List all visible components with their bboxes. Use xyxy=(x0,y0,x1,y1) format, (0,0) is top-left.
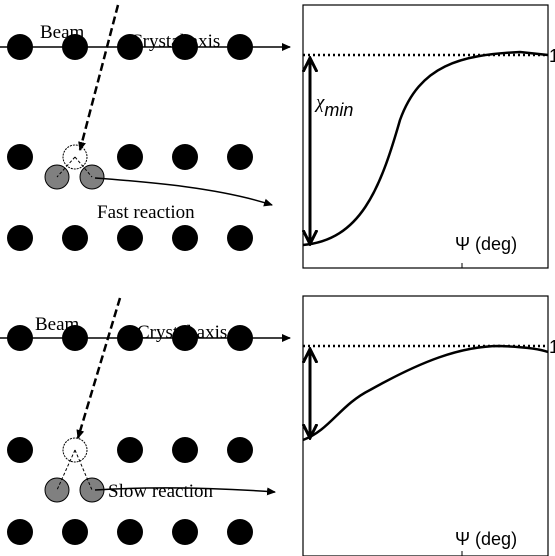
atom xyxy=(172,325,198,351)
x-axis-label: Ψ (deg) xyxy=(455,234,517,254)
yield-curve xyxy=(303,52,548,245)
atom xyxy=(7,34,33,60)
x-axis-label: Ψ (deg) xyxy=(455,529,517,549)
atom xyxy=(227,225,253,251)
atom xyxy=(62,225,88,251)
atom xyxy=(227,519,253,545)
unity-label: 1 xyxy=(549,337,555,357)
atom xyxy=(62,34,88,60)
atom xyxy=(227,437,253,463)
chi-min: χmin xyxy=(314,92,353,120)
atom xyxy=(117,225,143,251)
atom xyxy=(117,34,143,60)
atom xyxy=(227,144,253,170)
atom xyxy=(117,437,143,463)
atom xyxy=(117,144,143,170)
beam-arrow xyxy=(80,5,118,150)
atom xyxy=(7,225,33,251)
atom xyxy=(117,325,143,351)
atom xyxy=(7,144,33,170)
atom xyxy=(7,437,33,463)
yield-curve xyxy=(303,346,548,440)
fast-panel: χmin Beam Crystal axis Fast reaction 1 Ψ… xyxy=(0,5,555,268)
atom xyxy=(172,34,198,60)
atom xyxy=(172,225,198,251)
atom xyxy=(62,519,88,545)
chi-subscript: min xyxy=(324,100,353,120)
unity-label: 1 xyxy=(549,46,555,66)
atom xyxy=(172,144,198,170)
diagram: χmin Beam Crystal axis Fast reaction 1 Ψ… xyxy=(0,0,555,556)
reaction-label: Slow reaction xyxy=(108,481,214,502)
plot-frame xyxy=(303,296,548,556)
beam-arrow xyxy=(78,298,120,438)
reaction-label: Fast reaction xyxy=(97,202,195,223)
atom xyxy=(172,437,198,463)
atom xyxy=(7,519,33,545)
chi-symbol: χ xyxy=(314,92,325,113)
atom xyxy=(227,34,253,60)
atom xyxy=(62,325,88,351)
atom xyxy=(117,519,143,545)
atom xyxy=(7,325,33,351)
atom xyxy=(172,519,198,545)
slow-panel: Beam Crystal axis Slow reaction 1 Ψ (deg… xyxy=(0,296,555,556)
reaction-arrow xyxy=(95,178,272,205)
atom xyxy=(227,325,253,351)
plot-frame xyxy=(303,5,548,268)
